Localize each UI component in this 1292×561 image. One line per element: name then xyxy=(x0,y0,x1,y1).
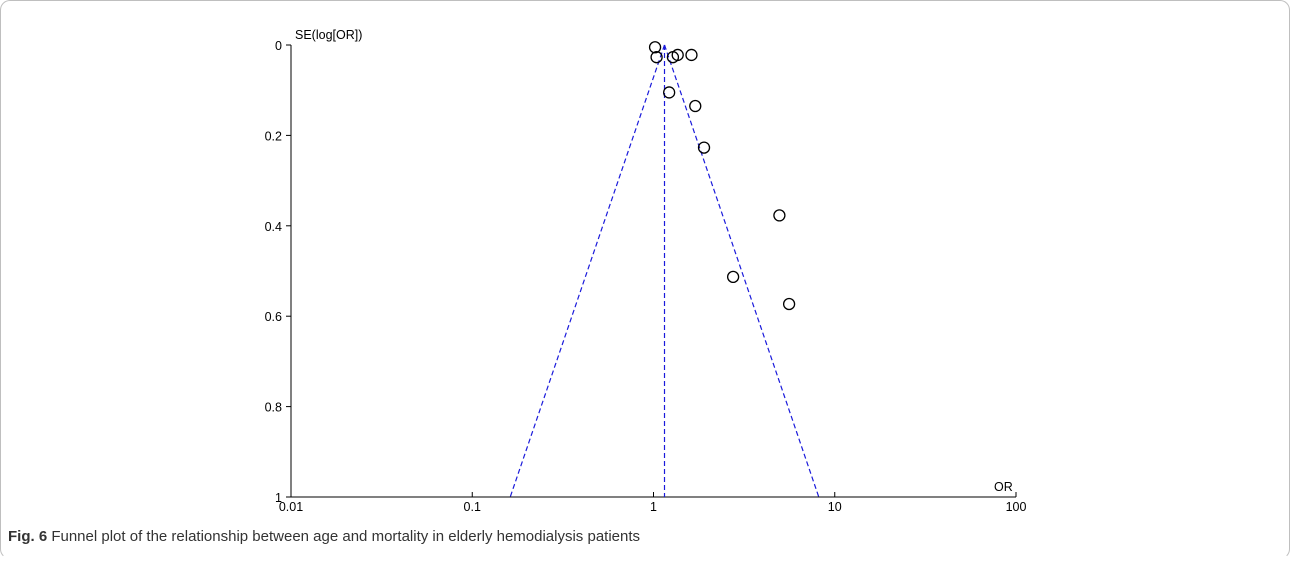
x-tick-label: 10 xyxy=(828,500,842,514)
funnel-left-limit xyxy=(509,44,666,498)
funnel-lines xyxy=(509,44,820,498)
funnel-right-limit xyxy=(663,44,820,498)
study-point xyxy=(773,209,786,222)
y-axis-ticks: 0 0.2 0.4 0.6 0.8 1 xyxy=(265,39,291,505)
y-tick-label: 1 xyxy=(275,491,282,505)
y-tick-label: 0 xyxy=(275,39,282,53)
study-point xyxy=(697,141,711,154)
study-point xyxy=(650,51,663,64)
study-point xyxy=(689,99,702,113)
plot-axes xyxy=(290,45,1016,498)
figure-caption: Fig. 6 Funnel plot of the relationship b… xyxy=(8,528,640,545)
study-points xyxy=(648,41,796,311)
x-tick-label: 100 xyxy=(1006,500,1027,514)
caption-text: Funnel plot of the relationship between … xyxy=(47,528,641,545)
figure-label: Fig. 6 xyxy=(8,528,48,545)
study-point xyxy=(726,270,740,284)
x-tick-label: 0.1 xyxy=(464,500,481,514)
y-tick-label: 0.8 xyxy=(265,401,282,415)
x-tick-label: 1 xyxy=(650,500,657,514)
y-tick-label: 0.6 xyxy=(265,310,282,324)
y-tick-label: 0.4 xyxy=(265,220,282,234)
study-point xyxy=(663,86,676,99)
y-tick-label: 0.2 xyxy=(265,129,282,143)
study-point xyxy=(648,41,662,54)
study-point xyxy=(782,297,796,311)
study-point xyxy=(671,48,684,62)
x-axis-title: OR xyxy=(994,480,1013,494)
x-axis-ticks: 0.01 0.1 1 10 100 xyxy=(279,492,1027,514)
x-tick-label: 0.01 xyxy=(279,500,303,514)
study-point xyxy=(685,48,698,62)
y-axis-title: SE(log[OR]) xyxy=(295,28,362,42)
